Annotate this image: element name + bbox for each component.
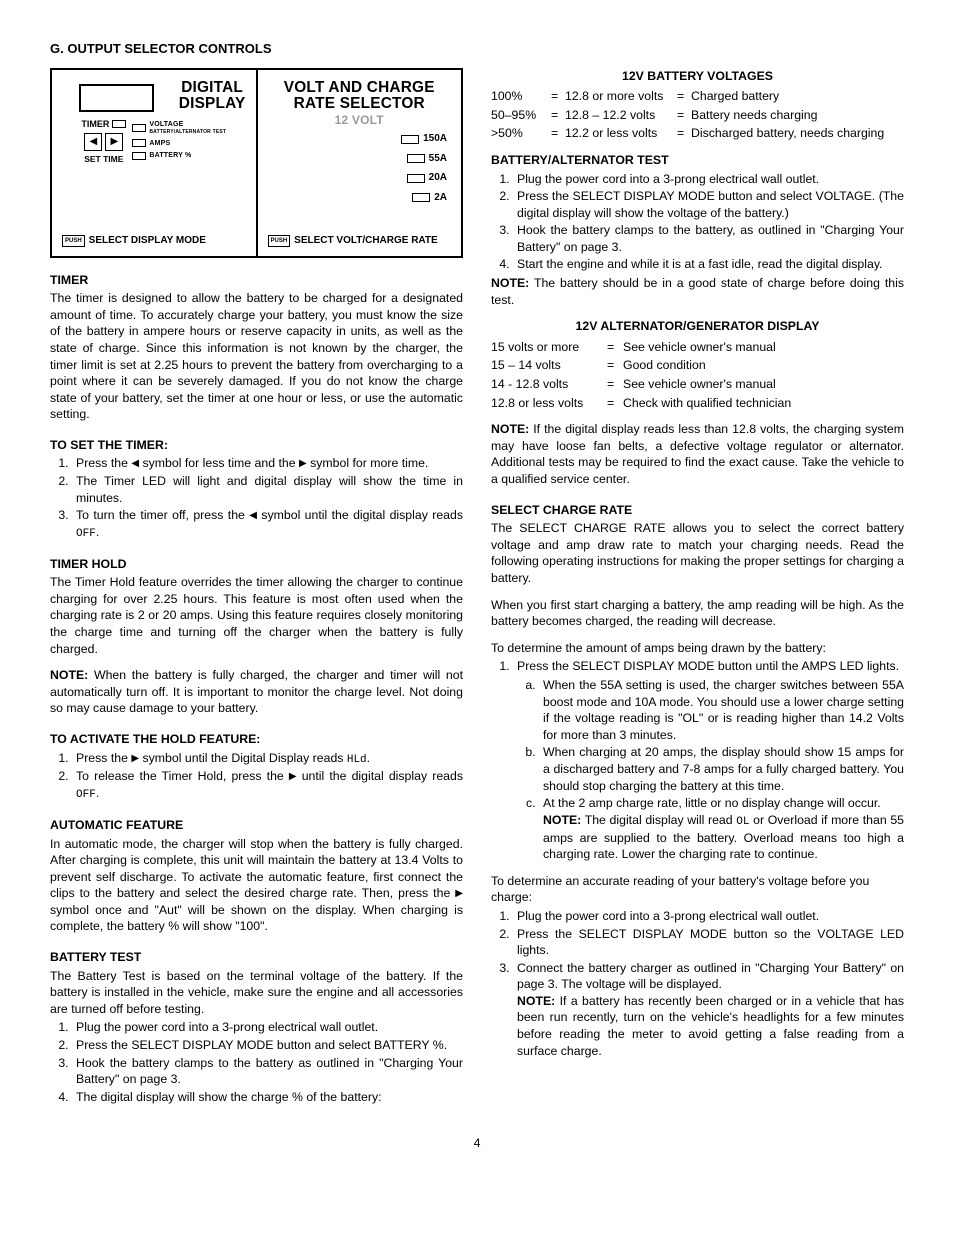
timer-hold-note: NOTE: When the battery is fully charged,… (50, 667, 463, 717)
rate-55a: 55A (429, 152, 447, 166)
timer-hold-heading: TIMER HOLD (50, 556, 463, 573)
vt-r2c1: 50–95% (491, 107, 549, 124)
vt-r1c3: 12.8 or more volts (565, 88, 675, 105)
opt-voltage: VOLTAGE (149, 120, 226, 129)
v12-heading: 12V BATTERY VOLTAGES (491, 68, 904, 85)
alt-test-4: Start the engine and while it is at a fa… (513, 256, 904, 273)
scr2-3: Connect the battery charger as outlined … (513, 960, 904, 1060)
scr-sublist: When the 55A setting is used, the charge… (517, 677, 904, 863)
ag-r3c3: See vehicle owner's manual (623, 376, 904, 393)
opt-amps: AMPS (149, 139, 170, 148)
page-number: 4 (50, 1135, 904, 1152)
select-display-mode-label: SELECT DISPLAY MODE (89, 234, 206, 248)
set-timer-3: To turn the timer off, press the ◀ symbo… (72, 507, 463, 541)
activate-hold-heading: TO ACTIVATE THE HOLD FEATURE: (50, 731, 463, 748)
opt-battery-pct: BATTERY % (149, 151, 191, 160)
timer-heading: TIMER (50, 272, 463, 289)
timer-label: TIMER (81, 118, 126, 130)
v12-table: 100%=12.8 or more volts=Charged battery … (491, 88, 904, 142)
auto-para: In automatic mode, the charger will stop… (50, 836, 463, 936)
set-timer-1: Press the ◀ symbol for less time and the… (72, 455, 463, 472)
timer-para: The timer is designed to allow the batte… (50, 290, 463, 423)
battery-test-4: The digital display will show the charge… (72, 1089, 463, 1106)
ag-r2c3: Good condition (623, 357, 904, 374)
scr-1a: When the 55A setting is used, the charge… (539, 677, 904, 743)
rate-20a: 20A (429, 171, 447, 185)
vt-r3c5: Discharged battery, needs charging (691, 125, 904, 142)
alt-test-1: Plug the power cord into a 3-prong elect… (513, 171, 904, 188)
alt-gen-heading: 12V ALTERNATOR/GENERATOR DISPLAY (491, 318, 904, 335)
control-panel-figure: DIGITAL DISPLAY TIMER ◀ ▶ SET TIME V (50, 68, 463, 258)
select-charge-rate-label: SELECT VOLT/CHARGE RATE (294, 234, 438, 248)
left-arrow-button[interactable]: ◀ (84, 133, 102, 151)
ag-r1c1: 15 volts or more (491, 339, 603, 356)
vt-r1c1: 100% (491, 88, 549, 105)
alt-test-heading: BATTERY/ALTERNATOR TEST (491, 152, 904, 169)
vt-r1c5: Charged battery (691, 88, 904, 105)
vt-r2c3: 12.8 – 12.2 volts (565, 107, 675, 124)
push-button-right[interactable]: PUSH (268, 235, 291, 247)
battery-test-para: The Battery Test is based on the termina… (50, 968, 463, 1018)
alt-gen-table: 15 volts or more=See vehicle owner's man… (491, 339, 904, 411)
ag-r4c3: Check with qualified technician (623, 395, 904, 412)
vt-r3c3: 12.2 or less volts (565, 125, 675, 142)
activate-hold-2: To release the Timer Hold, press the ▶ u… (72, 768, 463, 802)
page-title: G. OUTPUT SELECTOR CONTROLS (50, 40, 904, 58)
scr-1c: At the 2 amp charge rate, little or no d… (539, 795, 904, 863)
battery-test-heading: BATTERY TEST (50, 949, 463, 966)
activate-hold-list: Press the ▶ symbol until the Digital Dis… (50, 750, 463, 803)
set-timer-heading: TO SET THE TIMER: (50, 437, 463, 454)
ag-r1c3: See vehicle owner's manual (623, 339, 904, 356)
right-arrow-button[interactable]: ▶ (105, 133, 123, 151)
scr2-list: Plug the power cord into a 3-prong elect… (491, 908, 904, 1059)
scr-p4: To determine an accurate reading of your… (491, 873, 904, 906)
rate-2a: 2A (434, 191, 447, 205)
battery-test-3: Hook the battery clamps to the battery a… (72, 1055, 463, 1088)
rate-150a: 150A (423, 132, 447, 146)
scr-p3: To determine the amount of amps being dr… (491, 640, 904, 657)
alt-test-2: Press the SELECT DISPLAY MODE button and… (513, 188, 904, 221)
panel-display-mode: DIGITAL DISPLAY TIMER ◀ ▶ SET TIME V (52, 70, 258, 256)
vt-r2c5: Battery needs charging (691, 107, 904, 124)
scr-1b: When charging at 20 amps, the display sh… (539, 744, 904, 794)
content-columns: DIGITAL DISPLAY TIMER ◀ ▶ SET TIME V (50, 68, 904, 1116)
panel-right-sub: 12 VOLT (268, 114, 452, 127)
select-charge-rate-heading: SELECT CHARGE RATE (491, 502, 904, 519)
push-button-left[interactable]: PUSH (62, 235, 85, 247)
battery-test-2: Press the SELECT DISPLAY MODE button and… (72, 1037, 463, 1054)
panel-right-title1: VOLT AND CHARGE (268, 80, 452, 96)
digital-display-box (79, 84, 154, 112)
right-column: 12V BATTERY VOLTAGES 100%=12.8 or more v… (491, 68, 904, 1116)
set-timer-2: The Timer LED will light and digital dis… (72, 473, 463, 506)
opt-voltage-sub: BATTERY/ALTERNATOR TEST (149, 129, 226, 136)
activate-hold-1: Press the ▶ symbol until the Digital Dis… (72, 750, 463, 768)
battery-test-1: Plug the power cord into a 3-prong elect… (72, 1019, 463, 1036)
alt-test-3: Hook the battery clamps to the battery, … (513, 222, 904, 255)
panel-left-title2: DISPLAY (179, 96, 246, 112)
scr2-2: Press the SELECT DISPLAY MODE button so … (513, 926, 904, 959)
alt-test-note: NOTE: The battery should be in a good st… (491, 275, 904, 308)
alt-test-list: Plug the power cord into a 3-prong elect… (491, 171, 904, 274)
set-time-label: SET TIME (84, 154, 123, 165)
panel-left-title1: DIGITAL (179, 80, 246, 96)
scr-p2: When you first start charging a battery,… (491, 597, 904, 630)
battery-test-list: Plug the power cord into a 3-prong elect… (50, 1019, 463, 1105)
panel-right-title2: RATE SELECTOR (268, 96, 452, 112)
left-column: DIGITAL DISPLAY TIMER ◀ ▶ SET TIME V (50, 68, 463, 1116)
panel-charge-rate: VOLT AND CHARGE RATE SELECTOR 12 VOLT 15… (258, 70, 462, 256)
scr2-1: Plug the power cord into a 3-prong elect… (513, 908, 904, 925)
scr-p1: The SELECT CHARGE RATE allows you to sel… (491, 520, 904, 586)
scr-1: Press the SELECT DISPLAY MODE button unt… (513, 658, 904, 862)
set-timer-list: Press the ◀ symbol for less time and the… (50, 455, 463, 541)
alt-gen-note: NOTE: If the digital display reads less … (491, 421, 904, 487)
timer-hold-para: The Timer Hold feature overrides the tim… (50, 574, 463, 657)
auto-heading: AUTOMATIC FEATURE (50, 817, 463, 834)
vt-r3c1: >50% (491, 125, 549, 142)
ag-r2c1: 15 – 14 volts (491, 357, 603, 374)
ag-r3c1: 14 - 12.8 volts (491, 376, 603, 393)
ag-r4c1: 12.8 or less volts (491, 395, 603, 412)
scr-list: Press the SELECT DISPLAY MODE button unt… (491, 658, 904, 862)
